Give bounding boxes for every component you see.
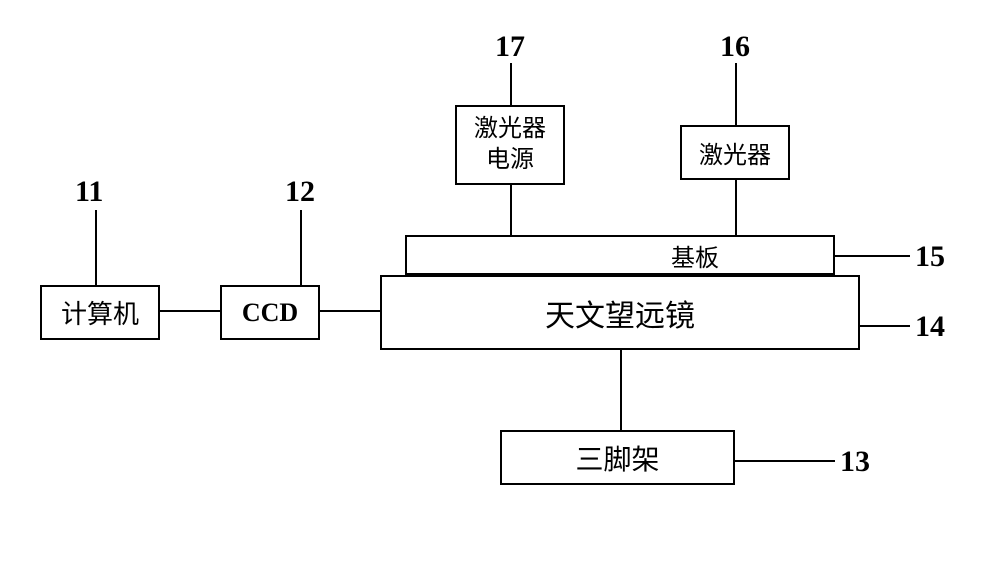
box-laser-label: 激光器 (699, 135, 771, 170)
box-computer-label: 计算机 (61, 294, 139, 331)
connector-line (510, 185, 512, 235)
box-laser-power: 激光器 电源 (455, 105, 565, 185)
box-telescope: 天文望远镜 (380, 275, 860, 350)
box-laser: 激光器 (680, 125, 790, 180)
box-substrate: 基板 (405, 235, 835, 275)
num-label-11: 11 (75, 175, 103, 209)
connector-line (510, 63, 512, 105)
connector-line (835, 255, 910, 257)
connector-line (735, 460, 835, 462)
connector-line (620, 350, 622, 430)
num-label-16: 16 (720, 30, 750, 64)
connector-line (160, 310, 220, 312)
box-ccd-label: CCD (242, 298, 298, 328)
num-label-17: 17 (495, 30, 525, 64)
box-substrate-label: 基板 (407, 238, 833, 273)
connector-line (300, 210, 302, 285)
box-laser-power-label: 激光器 电源 (474, 114, 546, 176)
box-tripod: 三脚架 (500, 430, 735, 485)
connector-line (320, 310, 380, 312)
connector-line (735, 63, 737, 125)
box-computer: 计算机 (40, 285, 160, 340)
box-telescope-label: 天文望远镜 (545, 291, 695, 335)
connector-line (735, 180, 737, 235)
num-label-15: 15 (915, 240, 945, 274)
box-tripod-label: 三脚架 (575, 438, 659, 478)
num-label-13: 13 (840, 445, 870, 479)
num-label-12: 12 (285, 175, 315, 209)
connector-line (95, 210, 97, 285)
box-ccd: CCD (220, 285, 320, 340)
num-label-14: 14 (915, 310, 945, 344)
connector-line (860, 325, 910, 327)
